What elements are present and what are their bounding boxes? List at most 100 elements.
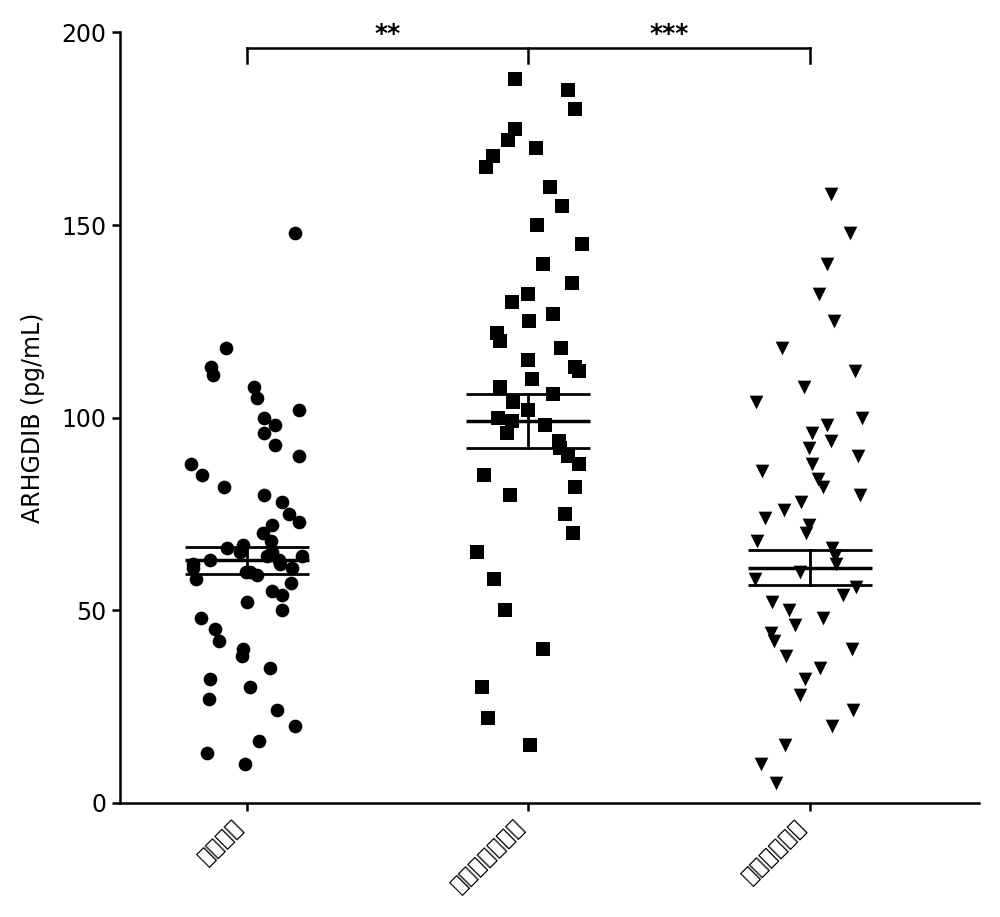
Point	[264, 518, 280, 533]
Point	[267, 437, 283, 452]
Point	[564, 275, 580, 290]
Point	[574, 237, 590, 251]
Point	[199, 746, 215, 760]
Point	[202, 672, 218, 687]
Text: ***: ***	[650, 22, 689, 46]
Point	[521, 314, 537, 328]
Point	[815, 611, 831, 625]
Point	[768, 776, 784, 790]
Point	[492, 333, 508, 348]
Point	[827, 549, 843, 564]
Point	[469, 545, 485, 559]
Point	[845, 702, 861, 717]
Point	[524, 371, 540, 386]
Point	[801, 441, 817, 456]
Point	[804, 457, 820, 471]
Point	[747, 572, 763, 587]
Point	[291, 403, 307, 417]
Point	[754, 464, 770, 479]
Point	[560, 83, 576, 97]
Point	[492, 380, 508, 394]
Point	[764, 595, 780, 610]
Text: **: **	[374, 22, 401, 46]
Point	[262, 660, 278, 675]
Point	[749, 534, 765, 548]
Point	[264, 583, 280, 598]
Point	[294, 549, 310, 564]
Point	[203, 360, 219, 375]
Point	[571, 364, 587, 379]
Point	[490, 410, 506, 425]
Point	[476, 468, 492, 482]
Point	[835, 588, 851, 602]
Point	[291, 448, 307, 463]
Point	[828, 557, 844, 571]
Point	[284, 560, 300, 575]
Point	[571, 457, 587, 471]
Point	[218, 341, 234, 356]
Point	[255, 525, 271, 540]
Point	[271, 553, 287, 568]
Point	[804, 425, 820, 440]
Point	[507, 121, 523, 136]
Point	[281, 506, 297, 521]
Point	[502, 487, 518, 502]
Point	[520, 352, 536, 367]
Point	[235, 641, 251, 656]
Point	[797, 672, 813, 687]
Point	[748, 395, 764, 410]
Point	[796, 380, 812, 394]
Point	[205, 368, 221, 382]
Point	[478, 160, 494, 174]
Point	[256, 410, 272, 425]
Point	[272, 557, 288, 571]
Point	[274, 495, 290, 510]
Point	[256, 487, 272, 502]
Point	[287, 226, 303, 240]
Point	[211, 634, 227, 648]
Point	[778, 649, 794, 664]
Point	[249, 391, 265, 405]
Point	[798, 525, 814, 540]
Point	[188, 572, 204, 587]
Point	[287, 718, 303, 733]
Point	[489, 326, 505, 340]
Point	[766, 634, 782, 648]
Point	[824, 718, 840, 733]
Point	[823, 434, 839, 448]
Point	[854, 410, 870, 425]
Point	[557, 506, 573, 521]
Point	[507, 72, 523, 86]
Point	[274, 602, 290, 617]
Point	[819, 418, 835, 433]
Point	[256, 425, 272, 440]
Point	[291, 514, 307, 529]
Point	[542, 179, 558, 193]
Point	[500, 133, 516, 148]
Point	[792, 564, 808, 579]
Point	[207, 622, 223, 636]
Point	[267, 418, 283, 433]
Point	[815, 480, 831, 494]
Point	[823, 187, 839, 202]
Point	[485, 149, 501, 163]
Point	[522, 737, 538, 752]
Point	[567, 102, 583, 116]
Point	[560, 448, 576, 463]
Point	[480, 711, 496, 725]
Point	[497, 602, 513, 617]
Point	[194, 468, 210, 482]
Point	[763, 626, 779, 641]
Point	[283, 576, 299, 591]
Point	[185, 557, 201, 571]
Point	[792, 688, 808, 702]
Point	[545, 387, 561, 402]
Point	[824, 541, 840, 556]
Point	[202, 553, 218, 568]
Point	[504, 414, 520, 429]
Point	[844, 641, 860, 656]
Point	[242, 564, 258, 579]
Point	[812, 660, 828, 675]
Point	[537, 418, 553, 433]
Point	[235, 537, 251, 552]
